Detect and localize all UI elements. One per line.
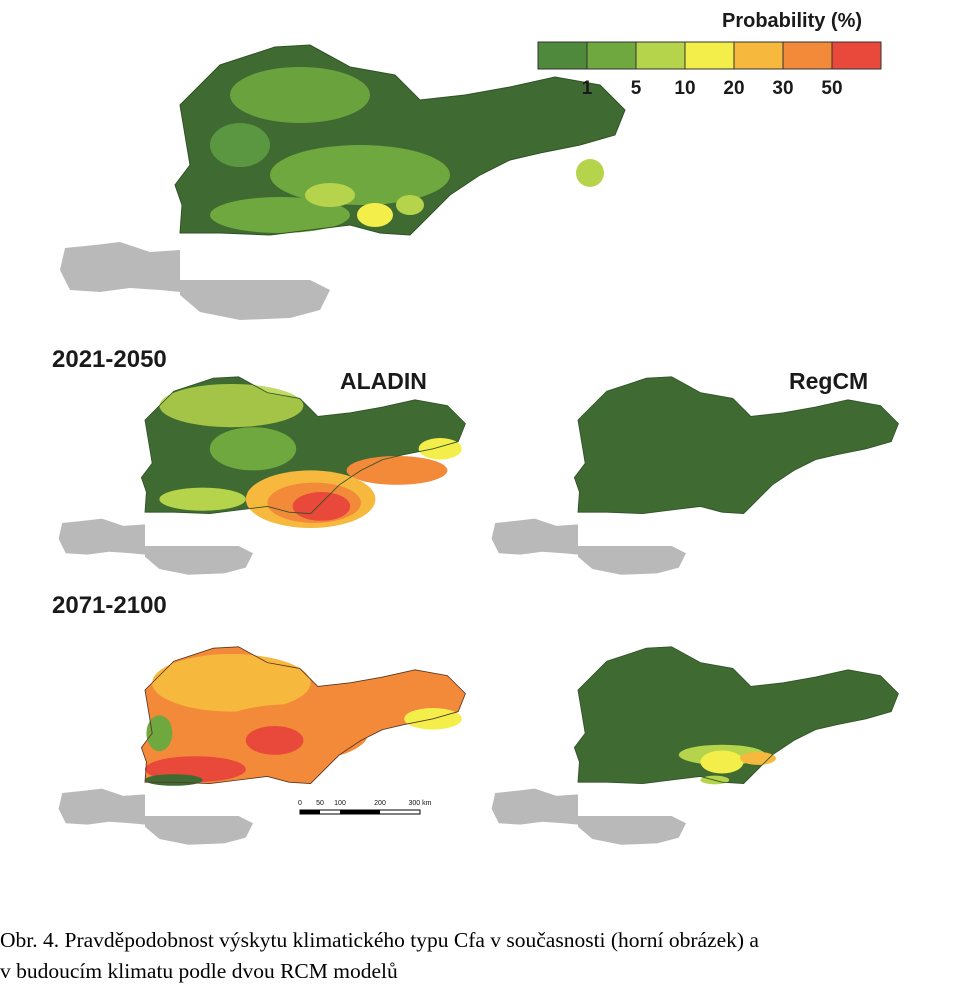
probability-patches (159, 384, 462, 528)
figure-caption: Obr. 4. Pravděpodobnost výskytu klimatic… (0, 925, 960, 987)
probability-patches (145, 654, 462, 786)
map-2021-regcm (491, 376, 899, 575)
scale-bar-label: 100 (334, 800, 346, 807)
probability-patches (210, 67, 604, 233)
legend-swatch (635, 41, 686, 70)
legend-tick-label: 1 (581, 78, 593, 99)
model-label-regcm: RegCM (789, 368, 869, 394)
scale-bar-label: 50 (316, 800, 324, 807)
caption-line-2: v budoucím klimatu podle dvou RCM modelů (0, 959, 398, 983)
period-label-2021-2050: 2021-2050 (52, 346, 167, 373)
scale-bar-label: 0 (298, 800, 302, 807)
period-label-2071-2100: 2071-2100 (52, 592, 167, 619)
legend-swatch (684, 41, 735, 70)
legend-title: Probability (%) (722, 10, 863, 32)
legend-swatch (831, 41, 882, 70)
legend-tick-label: 5 (630, 78, 642, 99)
alps-relief (60, 242, 180, 292)
map-present (60, 44, 626, 320)
scale-bar-label: 200 (374, 800, 386, 807)
legend-swatch (586, 41, 637, 70)
legend-tick-label: 10 (674, 78, 696, 99)
legend-swatch (537, 41, 588, 70)
legend-tick-label: 20 (723, 78, 745, 99)
legend-color-bar (537, 41, 882, 70)
map-2021-aladin (58, 376, 466, 575)
scale-bar-label: 300 km (408, 800, 432, 807)
slovenia-relief (180, 280, 330, 320)
legend-swatch (782, 41, 833, 70)
model-label-aladin: ALADIN (340, 368, 427, 394)
caption-line-1: Obr. 4. Pravděpodobnost výskytu klimatic… (0, 928, 759, 952)
map-2071-aladin (58, 646, 466, 845)
scale-bar (299, 809, 421, 815)
map-2071-regcm (491, 646, 899, 845)
legend-tick-label: 50 (821, 78, 843, 99)
legend-swatch (733, 41, 784, 70)
legend-tick-label: 30 (772, 78, 794, 99)
